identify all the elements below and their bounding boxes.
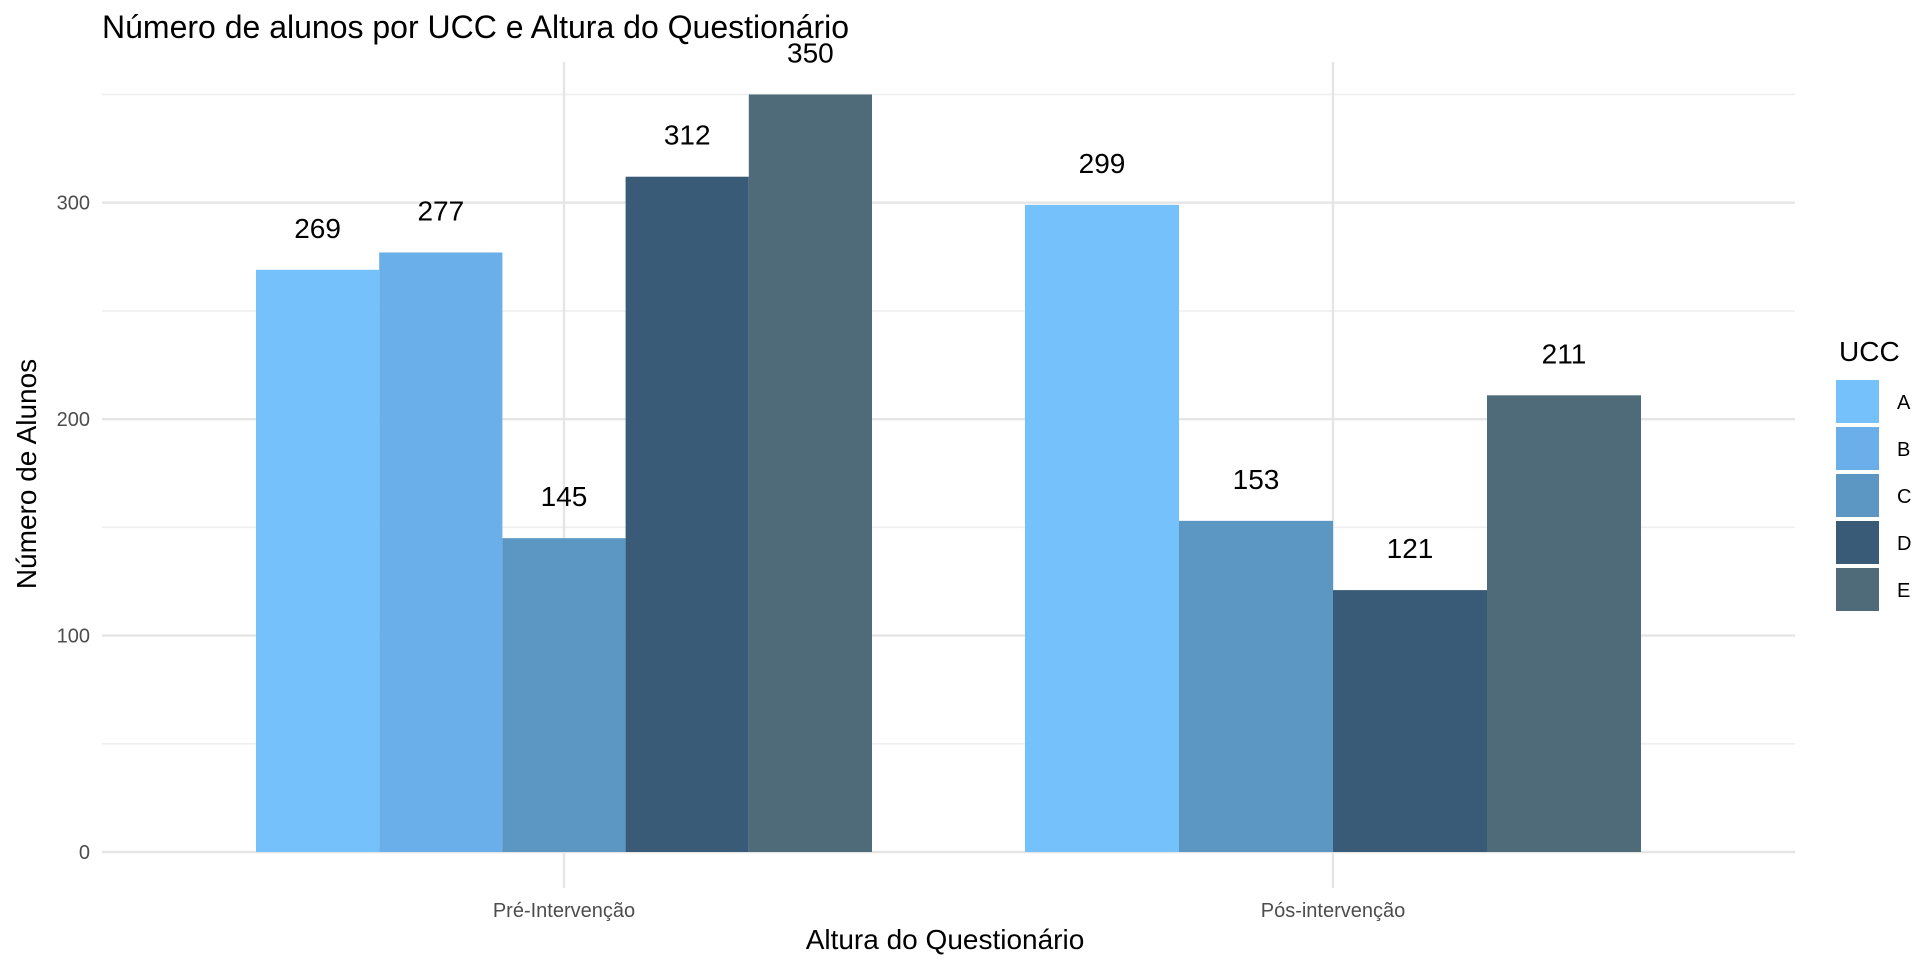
legend-label: E [1897,580,1910,602]
y-tick-label: 100 [57,626,90,648]
bar-value-label: 121 [1387,533,1434,564]
x-axis-ticks: Pré-Intervenção Pós-intervenção [493,900,1405,922]
legend-label: C [1897,486,1911,508]
legend-title: UCC [1839,336,1900,367]
bar-value-label: 153 [1233,464,1280,495]
bars [256,94,1641,853]
bar-value-label: 299 [1079,148,1126,179]
legend-swatch-b [1836,427,1879,470]
bar-a [1025,204,1179,853]
legend-swatch-e [1836,568,1879,611]
bar-value-label: 269 [294,213,341,244]
y-tick-label: 0 [79,842,90,864]
bar-c [502,538,626,852]
bar-value-label: 312 [664,120,711,151]
y-axis-ticks: 0 100 200 300 [57,193,90,864]
legend-swatch-c [1836,474,1879,517]
bar-value-label: 145 [541,481,588,512]
bar-value-label: 350 [787,37,834,68]
bar-e [1487,395,1641,852]
bar-c [1179,520,1333,852]
bar-a [256,269,380,852]
x-tick-label: Pré-Intervenção [493,900,635,922]
y-tick-label: 300 [57,193,90,215]
x-tick-label: Pós-intervenção [1261,900,1406,922]
legend-label: A [1897,392,1911,414]
legend-label: D [1897,533,1911,555]
legend: UCC A B C D E [1836,336,1911,611]
bar-d [625,176,749,852]
chart-title: Número de alunos por UCC e Altura do Que… [102,9,849,45]
data-labels: 269 277 145 312 350 299 153 121 211 [294,37,1586,564]
legend-swatch-a [1836,380,1879,423]
legend-label: B [1897,439,1910,461]
bar-value-label: 277 [417,195,464,226]
y-axis-title: Número de Alunos [11,359,42,589]
legend-swatch-d [1836,521,1879,564]
bar-e [748,94,872,852]
y-tick-label: 200 [57,409,90,431]
bar-value-label: 211 [1542,338,1587,369]
bar-b [379,252,503,852]
bar-d [1333,590,1487,852]
x-axis-title: Altura do Questionário [806,924,1085,955]
